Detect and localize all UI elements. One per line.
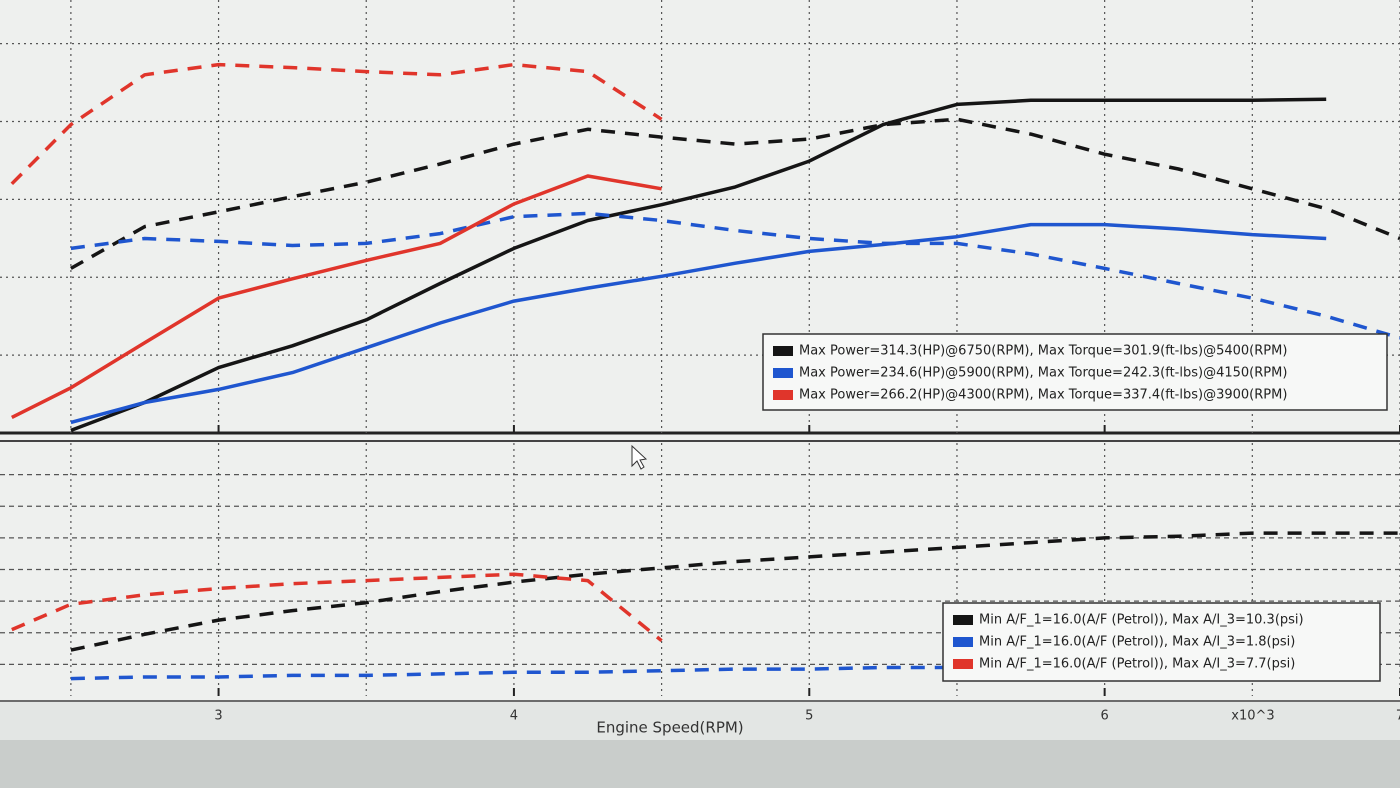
solid-line [70,222,1327,425]
x-axis-label: Engine Speed(RPM) [596,719,743,737]
legend-box [762,333,1388,411]
axis-band [0,700,1400,740]
legend-swatch [953,637,973,647]
legend-label: Max Power=314.3(HP)@6750(RPM), Max Torqu… [799,344,1287,359]
dashed-line [70,211,1400,340]
legend-swatch [953,659,973,669]
legend-swatch [773,368,793,378]
solid-line [11,174,662,419]
screen-bottom [0,740,1400,788]
dashed-line [11,572,663,643]
legend-label: Max Power=266.2(HP)@4300(RPM), Max Torqu… [799,388,1287,403]
x-tick-label: 6 [1101,709,1109,724]
dashed-line [70,117,1400,270]
solid-line [70,97,1327,433]
legend-label: Min A/F_1=16.0(A/F (Petrol)), Max A/I_3=… [979,657,1295,672]
dashed-line [70,665,957,681]
legend-label: Min A/F_1=16.0(A/F (Petrol)), Max A/I_3=… [979,613,1304,628]
dashed-line [70,531,1400,652]
x-tick-label: 7 [1396,709,1400,724]
mouse-cursor [631,444,648,470]
legend-label: Min A/F_1=16.0(A/F (Petrol)), Max A/I_3=… [979,635,1295,650]
x-tick-label: 3 [214,709,222,724]
legend-label: Max Power=234.6(HP)@5900(RPM), Max Torqu… [799,366,1287,381]
legend-swatch [953,615,973,625]
legend: Min A/F_1=16.0(A/F (Petrol)), Max A/I_3=… [942,602,1381,682]
legend-box [942,602,1381,682]
x-tick-label: 4 [510,709,518,724]
x-tick-label: 5 [805,709,813,724]
legend: Max Power=314.3(HP)@6750(RPM), Max Torqu… [762,333,1388,411]
legend-swatch [773,346,793,356]
dashed-line [10,62,663,186]
x-multiplier: x10^3 [1231,709,1274,724]
legend-swatch [773,390,793,400]
